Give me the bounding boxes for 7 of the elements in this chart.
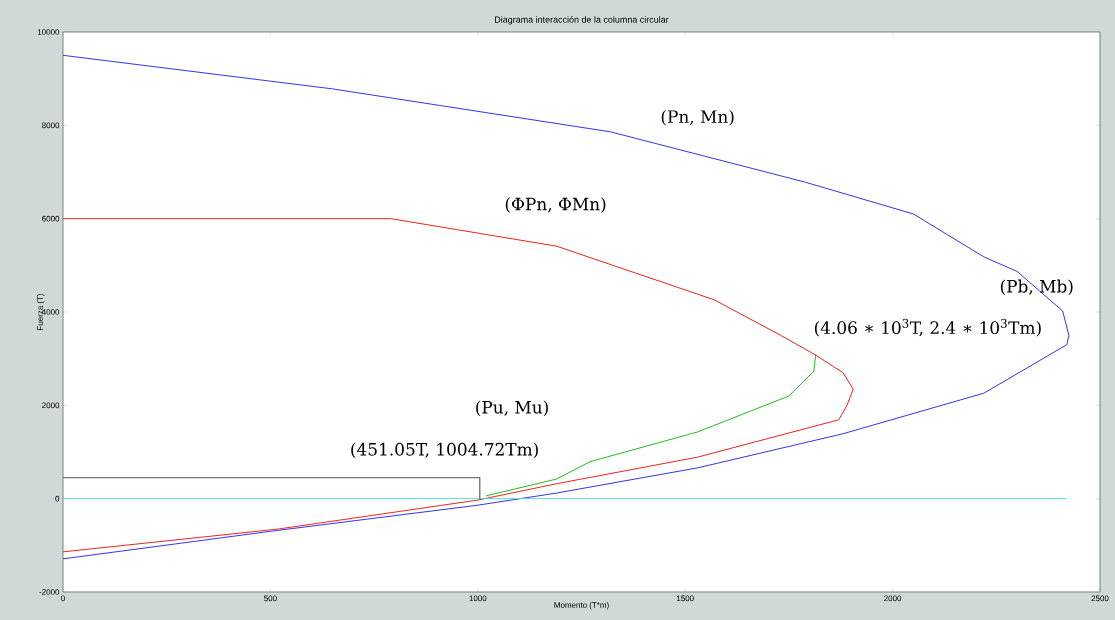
chart-title: Diagrama interacción de la columna circular	[495, 16, 669, 25]
annotation: (4.06 ∗ 10$^{3}$T, 2.4 ∗ 10$^{3}$Tm)	[814, 318, 1041, 337]
annotation: (Pn, Mn)	[661, 109, 734, 126]
annotation: (Pu, Mu)	[476, 400, 548, 417]
annotation: (ΦPn, ΦMn)	[505, 197, 606, 213]
annotation: (Pb, Mb)	[1000, 279, 1073, 296]
annotation: (451.05T, 1004.72Tm)	[351, 442, 538, 459]
